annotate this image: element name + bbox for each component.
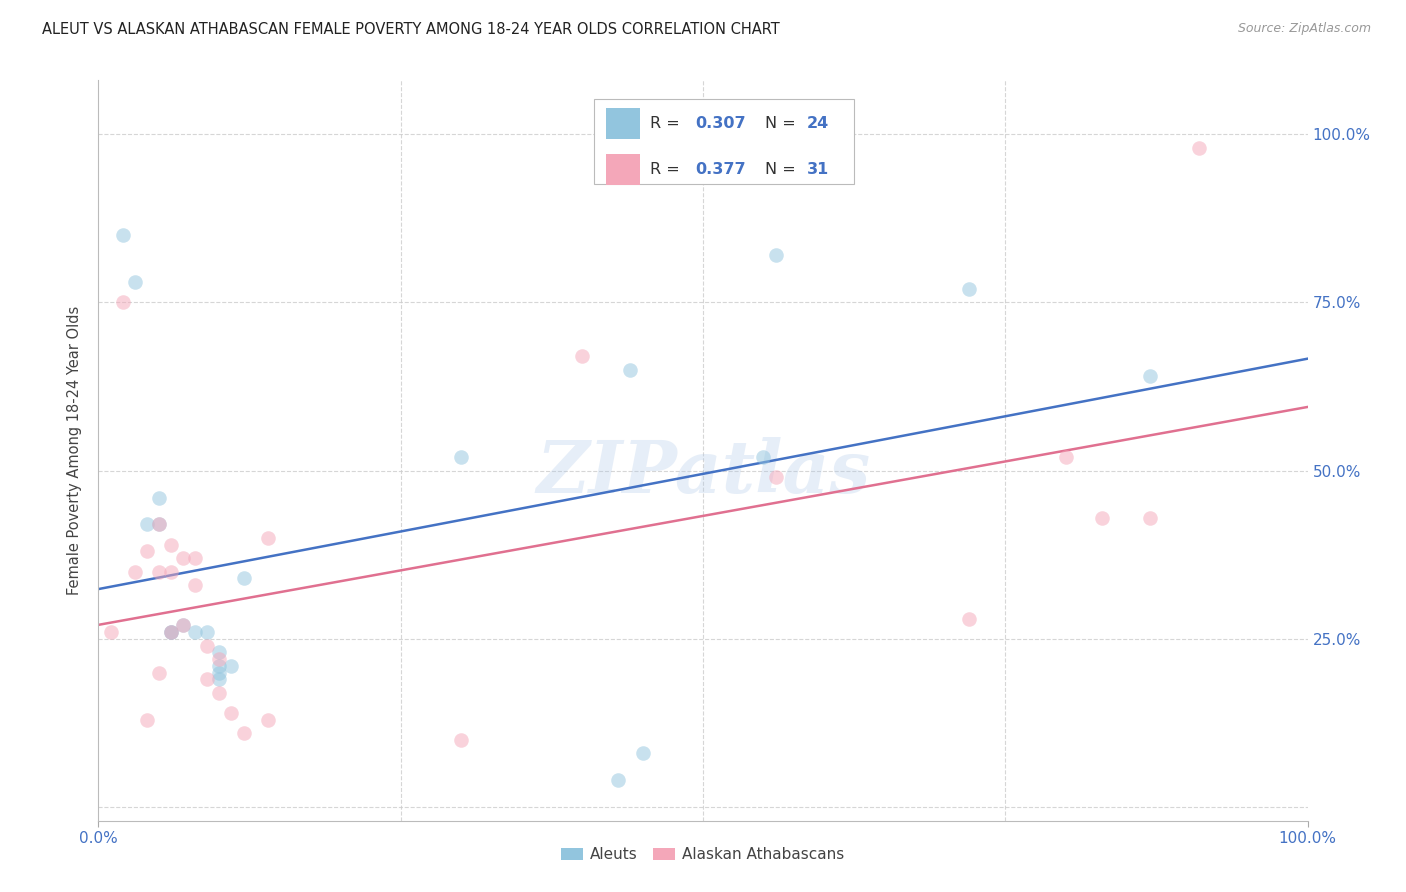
Point: [1188, 140, 1211, 154]
Text: 0.307: 0.307: [696, 116, 747, 131]
Point: [957, 282, 980, 296]
Point: [571, 349, 593, 363]
Text: ALEUT VS ALASKAN ATHABASCAN FEMALE POVERTY AMONG 18-24 YEAR OLDS CORRELATION CHA: ALEUT VS ALASKAN ATHABASCAN FEMALE POVER…: [42, 22, 780, 37]
Point: [208, 673, 231, 687]
Point: [172, 618, 194, 632]
Point: [765, 248, 787, 262]
Point: [619, 362, 641, 376]
Point: [135, 713, 157, 727]
Point: [184, 551, 207, 566]
Point: [631, 747, 654, 761]
Y-axis label: Female Poverty Among 18-24 Year Olds: Female Poverty Among 18-24 Year Olds: [67, 306, 83, 595]
Point: [195, 625, 218, 640]
Point: [221, 706, 243, 720]
Text: 24: 24: [807, 116, 830, 131]
Legend: Aleuts, Alaskan Athabascans: Aleuts, Alaskan Athabascans: [555, 841, 851, 869]
Point: [208, 645, 231, 659]
Point: [172, 618, 194, 632]
Point: [1139, 510, 1161, 524]
Point: [450, 732, 472, 747]
Point: [172, 551, 194, 566]
Point: [148, 565, 170, 579]
Point: [450, 450, 472, 465]
Point: [184, 578, 207, 592]
Point: [195, 639, 218, 653]
Text: ZIPatlas: ZIPatlas: [536, 437, 870, 508]
Point: [208, 665, 231, 680]
Point: [135, 544, 157, 558]
Point: [221, 658, 243, 673]
Point: [111, 295, 134, 310]
Point: [1139, 369, 1161, 384]
Text: N =: N =: [765, 161, 800, 177]
FancyBboxPatch shape: [595, 99, 855, 184]
Text: 31: 31: [807, 161, 830, 177]
Bar: [606, 153, 640, 185]
Point: [232, 571, 254, 585]
Point: [195, 673, 218, 687]
Point: [160, 625, 183, 640]
Point: [148, 665, 170, 680]
Point: [1054, 450, 1077, 465]
Point: [1091, 510, 1114, 524]
Text: R =: R =: [650, 116, 685, 131]
Point: [957, 612, 980, 626]
Point: [607, 773, 630, 788]
Point: [256, 531, 278, 545]
Point: [124, 275, 146, 289]
Point: [208, 652, 231, 666]
Point: [111, 228, 134, 243]
Point: [160, 565, 183, 579]
Point: [160, 625, 183, 640]
Point: [752, 450, 775, 465]
Point: [208, 658, 231, 673]
Point: [148, 517, 170, 532]
Text: R =: R =: [650, 161, 685, 177]
Point: [184, 625, 207, 640]
Point: [160, 538, 183, 552]
Point: [148, 491, 170, 505]
Text: N =: N =: [765, 116, 800, 131]
Text: Source: ZipAtlas.com: Source: ZipAtlas.com: [1237, 22, 1371, 36]
Point: [232, 726, 254, 740]
Point: [100, 625, 122, 640]
Point: [135, 517, 157, 532]
Point: [124, 565, 146, 579]
Bar: [606, 108, 640, 139]
Point: [208, 686, 231, 700]
Point: [148, 517, 170, 532]
Text: 0.377: 0.377: [696, 161, 747, 177]
Point: [160, 625, 183, 640]
Point: [765, 470, 787, 484]
Point: [256, 713, 278, 727]
